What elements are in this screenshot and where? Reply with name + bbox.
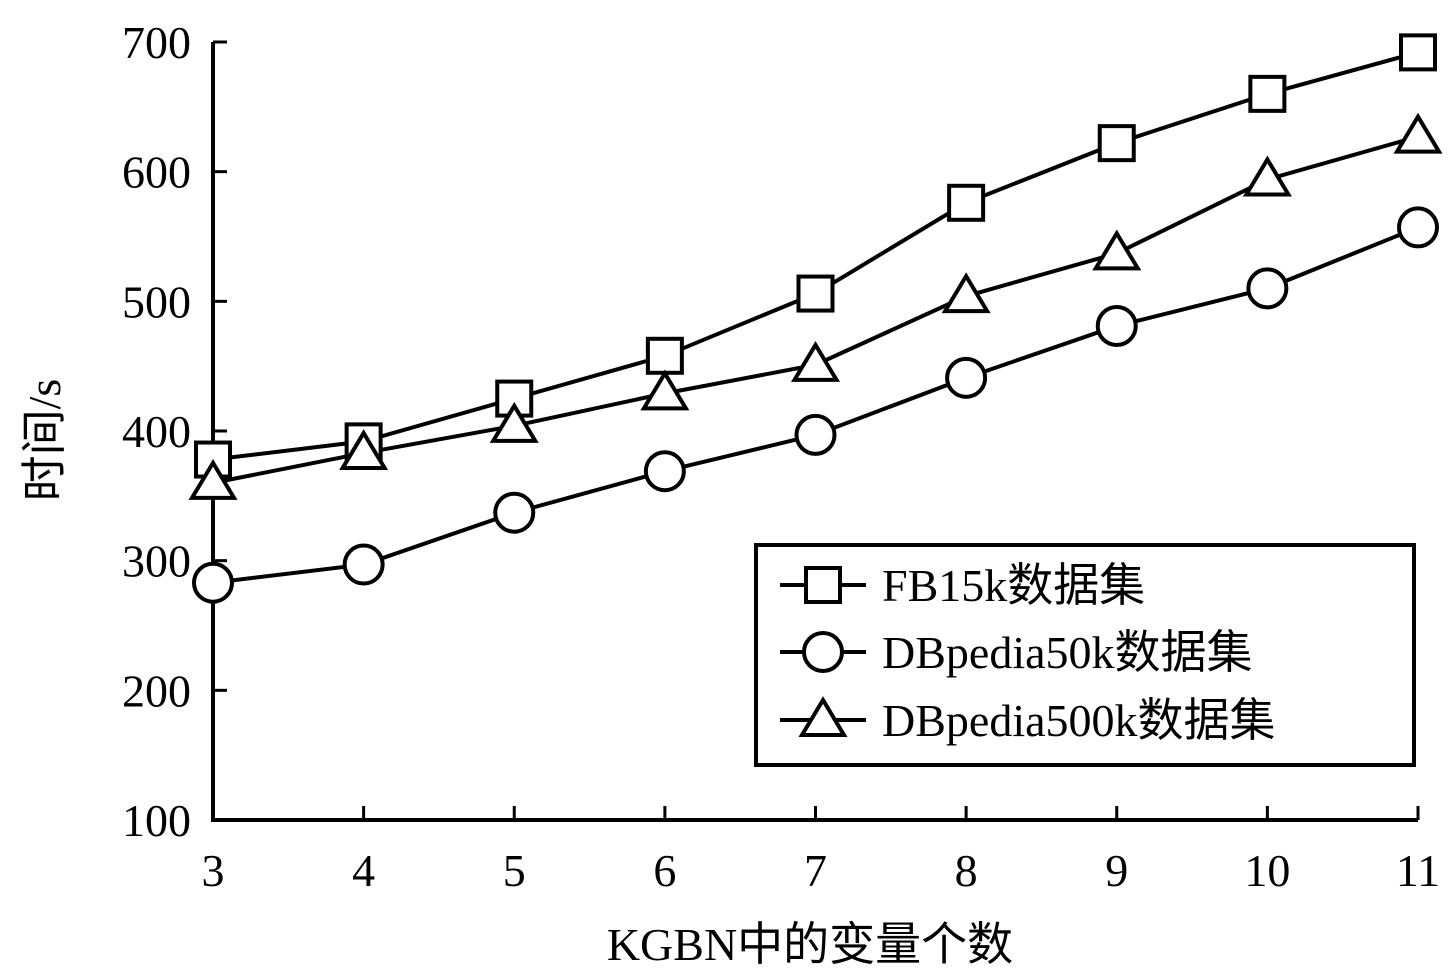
x-tick-label: 6 [653, 845, 676, 896]
data-point-triangle [489, 401, 539, 443]
series-line-square [212, 50, 1419, 462]
legend-item: DBpedia50k数据集 [780, 627, 1253, 678]
data-point-circle [1095, 304, 1138, 347]
series-markers [188, 33, 1443, 604]
data-point-square [645, 336, 684, 375]
data-point-triangle [640, 369, 690, 411]
legend-marker-triangle [798, 696, 848, 737]
data-point-square [796, 274, 835, 313]
legend-item: DBpedia500k数据集 [780, 695, 1276, 746]
y-ticks: 100 200 300 400 500 600 700 [122, 17, 227, 846]
y-tick-label: 300 [122, 536, 191, 587]
x-tick-label: 9 [1105, 845, 1128, 896]
legend-box [754, 543, 1416, 767]
data-point-triangle [1242, 155, 1292, 197]
data-point-triangle [790, 340, 841, 382]
y-tick-label: 400 [122, 406, 191, 457]
data-point-circle [493, 491, 536, 534]
x-tick-label: 4 [352, 845, 375, 896]
data-point-triangle [941, 272, 991, 314]
data-point-square [1248, 74, 1287, 113]
x-axis-title: KGBN中的变量个数 [607, 919, 1013, 970]
x-tick-label: 11 [1396, 845, 1440, 896]
data-point-circle [192, 561, 234, 604]
data-point-circle [794, 413, 837, 456]
series-lines [212, 50, 1419, 585]
data-point-square [1399, 33, 1437, 72]
data-point-circle [643, 450, 686, 493]
y-tick-label: 700 [122, 17, 191, 68]
y-axis-title: 时间/s [19, 379, 70, 502]
data-point-circle [1246, 267, 1289, 310]
x-ticks: 3 4 5 6 7 8 9 10 11 [202, 806, 1440, 896]
data-point-circle [342, 543, 385, 586]
data-point-triangle [1393, 112, 1443, 154]
x-tick-label: 7 [804, 845, 827, 896]
data-point-triangle [339, 429, 389, 471]
data-point-square [947, 183, 986, 222]
legend: FB15k数据集 DBpedia50k数据集 DBpedia500k数据集 [754, 543, 1416, 767]
x-tick-label: 3 [202, 845, 225, 896]
legend-label: FB15k数据集 [882, 560, 1145, 611]
legend-marker-circle [802, 631, 844, 673]
x-tick-label: 10 [1244, 845, 1290, 896]
y-tick-label: 500 [122, 276, 191, 327]
data-point-triangle [188, 458, 238, 500]
y-tick-label: 600 [122, 147, 191, 198]
x-tick-label: 5 [503, 845, 526, 896]
x-tick-label: 8 [955, 845, 978, 896]
y-tick-label: 100 [122, 795, 191, 846]
legend-label: DBpedia500k数据集 [882, 695, 1276, 746]
data-point-circle [945, 356, 988, 399]
data-point-square [1097, 124, 1136, 163]
legend-label: DBpedia50k数据集 [882, 627, 1253, 678]
legend-marker-square [804, 566, 842, 604]
legend-item: FB15k数据集 [780, 560, 1145, 611]
data-point-triangle [1092, 229, 1142, 271]
data-point-circle [1397, 206, 1439, 249]
legend-items: FB15k数据集 DBpedia50k数据集 DBpedia500k数据集 [780, 560, 1276, 746]
y-tick-label: 200 [122, 665, 191, 716]
